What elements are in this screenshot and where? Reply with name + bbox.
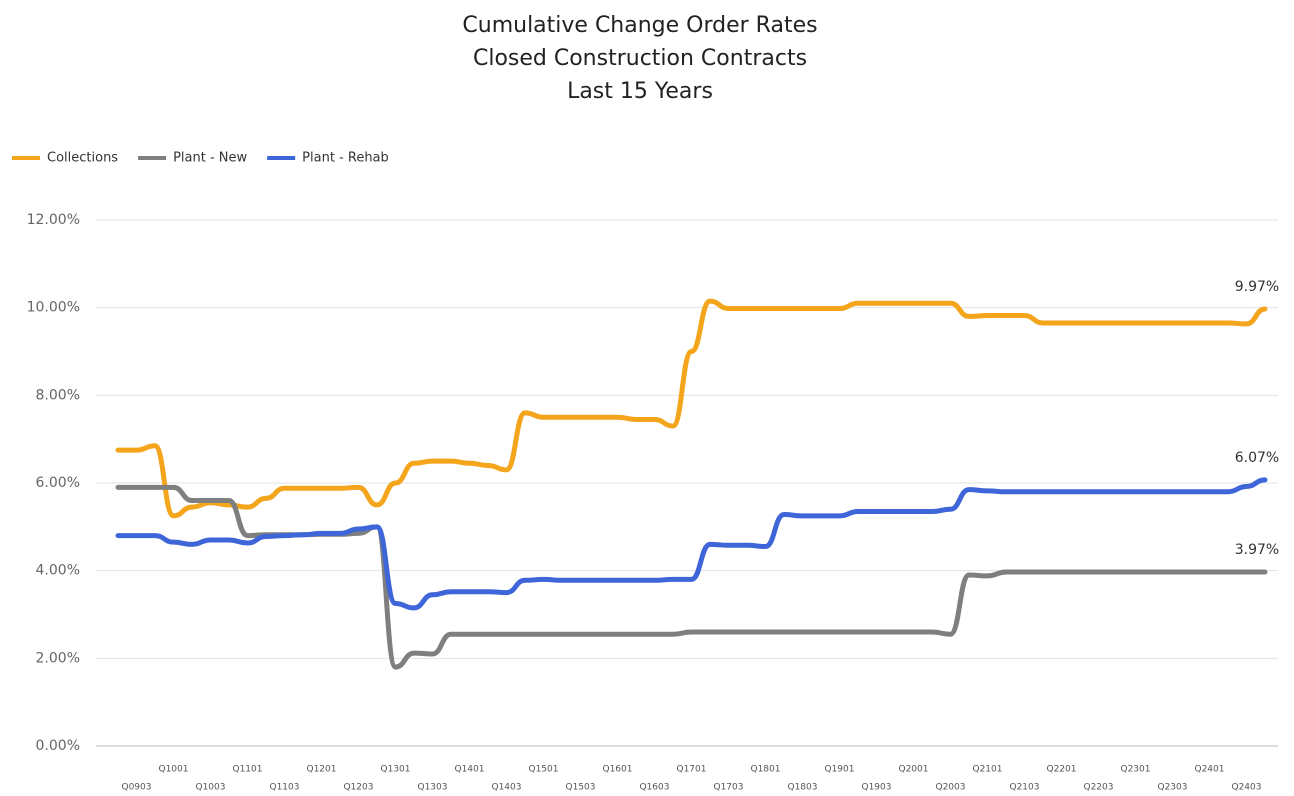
legend-label: Plant - Rehab xyxy=(302,151,389,166)
x-tick-label: Q2403 xyxy=(1232,783,1262,793)
x-tick-label: Q2103 xyxy=(1010,783,1040,793)
x-tick-label: Q2101 xyxy=(973,765,1003,775)
x-tick-label: Q1703 xyxy=(714,783,744,793)
data-label: 3.97% xyxy=(1235,542,1279,558)
x-tick-label: Q1203 xyxy=(344,783,374,793)
data-label: 9.97% xyxy=(1235,279,1279,295)
y-tick-label: 4.00% xyxy=(36,563,80,579)
x-tick-label: Q1803 xyxy=(788,783,818,793)
y-tick-label: 2.00% xyxy=(36,650,80,666)
x-tick-label: Q1701 xyxy=(677,765,707,775)
series-line xyxy=(115,477,1268,611)
x-tick-label: Q2003 xyxy=(936,783,966,793)
x-tick-label: Q1303 xyxy=(418,783,448,793)
x-tick-label: Q2301 xyxy=(1121,765,1151,775)
x-tick-label: Q2201 xyxy=(1047,765,1077,775)
x-tick-label: Q1003 xyxy=(196,783,226,793)
y-tick-label: 10.00% xyxy=(27,300,80,316)
x-tick-label: Q1201 xyxy=(307,765,337,775)
x-tick-label: Q1503 xyxy=(566,783,596,793)
x-tick-label: Q1801 xyxy=(751,765,781,775)
chart-title: Last 15 Years xyxy=(567,79,713,104)
x-tick-label: Q2303 xyxy=(1158,783,1188,793)
x-tick-label: Q1001 xyxy=(159,765,189,775)
x-tick-label: Q1401 xyxy=(455,765,485,775)
x-tick-label: Q1903 xyxy=(862,783,892,793)
x-tick-label: Q1101 xyxy=(233,765,263,775)
legend-label: Collections xyxy=(47,151,118,166)
x-tick-label: Q1603 xyxy=(640,783,670,793)
x-tick-label: Q1601 xyxy=(603,765,633,775)
x-tick-label: Q1403 xyxy=(492,783,522,793)
y-tick-label: 6.00% xyxy=(36,475,80,491)
x-tick-label: Q2203 xyxy=(1084,783,1114,793)
y-tick-label: 8.00% xyxy=(36,387,80,403)
chart-title: Cumulative Change Order Rates xyxy=(462,13,817,38)
data-label: 6.07% xyxy=(1235,450,1279,466)
x-tick-label: Q1103 xyxy=(270,783,300,793)
x-tick-label: Q1501 xyxy=(529,765,559,775)
x-tick-label: Q1301 xyxy=(381,765,411,775)
series-line xyxy=(115,298,1268,519)
y-tick-label: 0.00% xyxy=(36,738,80,754)
x-tick-label: Q2401 xyxy=(1195,765,1225,775)
chart-title: Closed Construction Contracts xyxy=(473,46,807,71)
x-tick-label: Q0903 xyxy=(122,783,152,793)
legend-label: Plant - New xyxy=(173,151,247,166)
y-tick-label: 12.00% xyxy=(27,212,80,228)
x-tick-label: Q2001 xyxy=(899,765,929,775)
x-tick-label: Q1901 xyxy=(825,765,855,775)
